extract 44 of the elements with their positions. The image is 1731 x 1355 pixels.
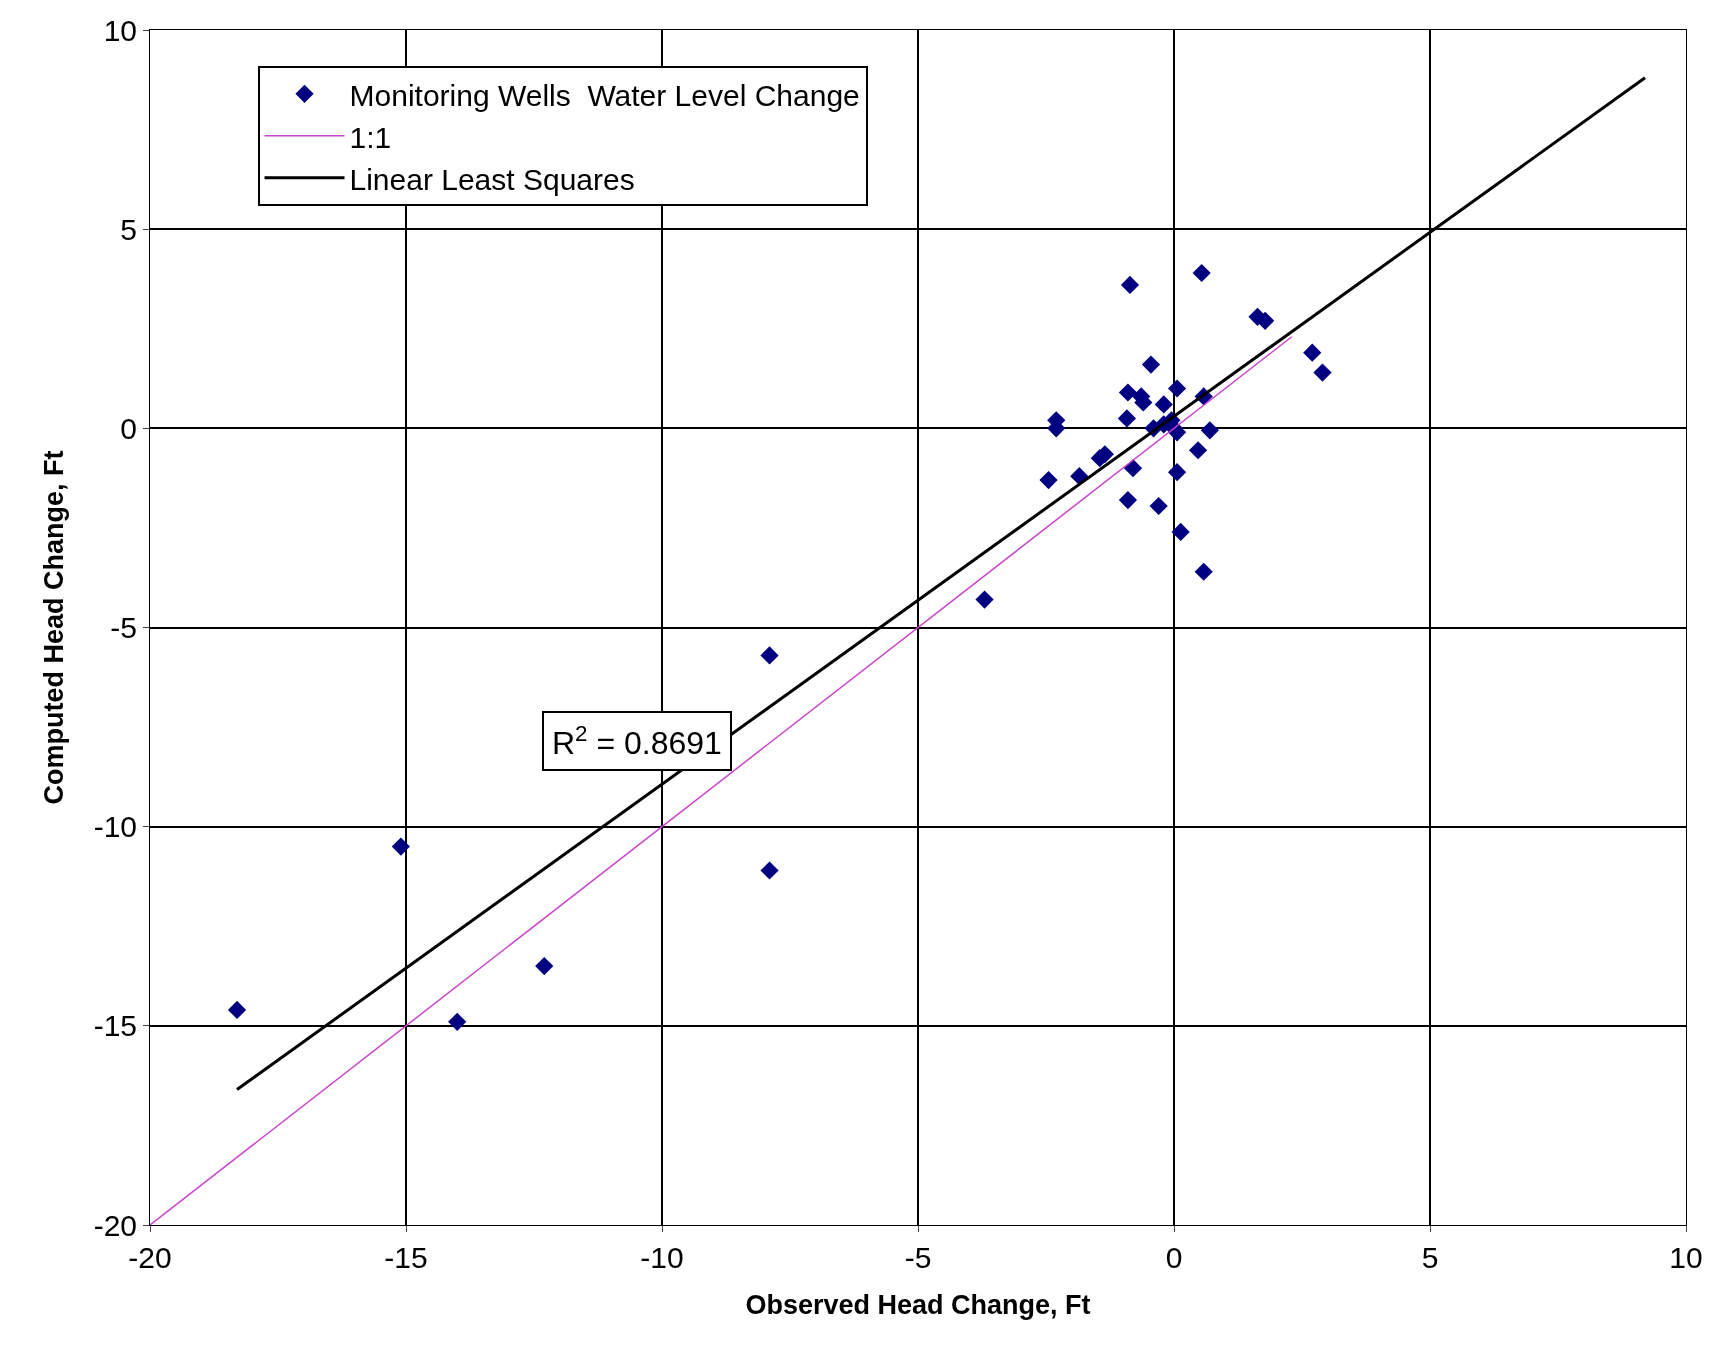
x-tick-label: -5 (904, 1241, 932, 1274)
point (1118, 383, 1138, 402)
point (1200, 421, 1219, 440)
x-axis-title: Observed Head Change, Ft (745, 1290, 1091, 1321)
point (391, 837, 410, 856)
point (760, 646, 779, 665)
legend-label: Monitoring Wells Water Level Change (349, 78, 860, 112)
point (1149, 496, 1168, 516)
point (975, 590, 994, 609)
point (1039, 471, 1058, 490)
point (1167, 379, 1187, 398)
y-tick-label: 5 (120, 212, 137, 246)
y-tick-label: 0 (120, 411, 137, 445)
point (1192, 263, 1211, 283)
point (760, 861, 779, 880)
y-tick-label: -20 (93, 1208, 137, 1242)
x-tick-label: 10 (1669, 1241, 1703, 1274)
point (1313, 363, 1332, 382)
y-tick-label: 10 (103, 13, 137, 47)
point (1123, 459, 1143, 478)
point (1167, 463, 1187, 482)
x-tick-label: 5 (1421, 1241, 1439, 1274)
point (1120, 275, 1140, 295)
legend-label: 1:1 (349, 120, 392, 154)
point (1118, 490, 1138, 510)
point (227, 1000, 247, 1019)
x-tick-label: -10 (640, 1241, 684, 1274)
point (1171, 522, 1190, 541)
point (1303, 343, 1322, 362)
point (535, 956, 554, 976)
y-tick-label: -15 (93, 1009, 137, 1043)
point (1188, 441, 1208, 460)
x-tick-label: 0 (1165, 1241, 1183, 1274)
point (1117, 409, 1136, 428)
y-tick-label: -10 (93, 810, 137, 844)
annotation: R$^{2}$ = 0.8691 (552, 721, 722, 762)
point (1194, 562, 1213, 581)
point (448, 1012, 467, 1031)
x-tick-label: -15 (384, 1241, 428, 1274)
point (1154, 395, 1173, 414)
y-axis-title: Computed Head Change, Ft (38, 450, 69, 805)
point (1141, 355, 1161, 374)
legend-label: Linear Least Squares (349, 162, 635, 196)
y-tick-label: -5 (110, 611, 137, 644)
